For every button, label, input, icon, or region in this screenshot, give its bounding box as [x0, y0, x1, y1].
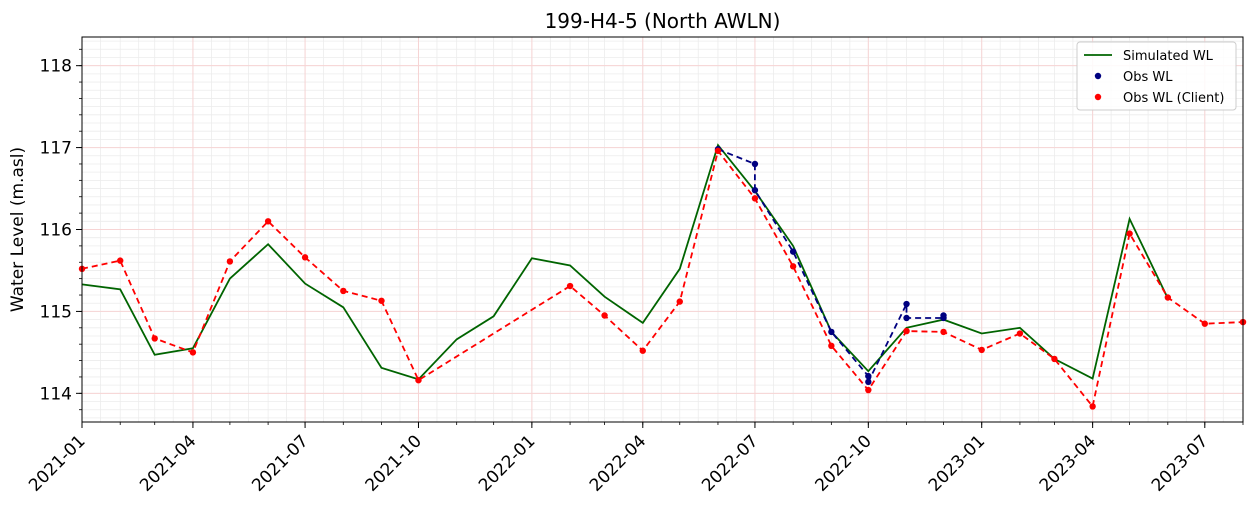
data-point-obs-wl-client [1126, 230, 1133, 237]
data-point-obs-wl-client [117, 257, 124, 264]
data-point-obs-wl [828, 328, 835, 336]
y-tick-label: 115 [40, 302, 72, 322]
data-point-obs-wl-client [601, 312, 608, 319]
data-point-obs-wl-client [751, 195, 759, 202]
data-point-obs-wl-client [1164, 294, 1172, 301]
data-point-obs-wl [751, 160, 759, 168]
y-tick-label: 116 [40, 221, 72, 241]
data-point-obs-wl-client [340, 287, 347, 295]
data-point-obs-wl [940, 312, 947, 319]
data-point-obs-wl [865, 372, 872, 380]
legend-swatch-marker [1094, 72, 1102, 80]
chart-title: 199-H4-5 (North AWLN) [545, 9, 781, 33]
y-tick-label: 117 [40, 139, 72, 159]
data-point-obs-wl-client [714, 147, 722, 155]
legend-swatch-marker [1094, 93, 1102, 101]
data-point-obs-wl [751, 186, 759, 194]
data-point-obs-wl-client [264, 218, 272, 225]
data-point-obs-wl-client [865, 386, 872, 394]
grid-layer [81, 37, 1244, 422]
data-point-obs-wl-client [639, 347, 646, 354]
series-line-simulated-wl [81, 143, 1169, 381]
legend-box [1076, 41, 1237, 111]
data-point-obs-wl-client [566, 282, 574, 290]
data-point-obs-wl-client [978, 346, 985, 354]
data-point-obs-wl-client [940, 328, 947, 336]
data-point-obs-wl [903, 314, 910, 322]
legend-label: Obs WL (Client) [1123, 91, 1224, 106]
data-point-obs-wl-client [301, 254, 309, 261]
data-point-obs-wl-client [676, 298, 683, 305]
legend-label: Obs WL [1123, 70, 1173, 85]
data-point-obs-wl [865, 378, 872, 386]
chart-legend: Simulated WL Obs WL Obs WL (Client) [1076, 41, 1237, 111]
data-point-obs-wl-client [1089, 403, 1096, 410]
y-tick-label: 118 [40, 57, 72, 77]
data-point-obs-wl-client [378, 297, 385, 304]
series-layer [78, 143, 1247, 410]
data-point-obs-wl-client [151, 335, 158, 342]
data-point-obs-wl-client [415, 377, 422, 384]
legend-label: Simulated WL [1123, 49, 1214, 64]
data-point-obs-wl-client [828, 342, 835, 350]
data-point-obs-wl-client [189, 349, 197, 356]
data-point-obs-wl-client [903, 327, 910, 335]
y-axis-label: Water Level (m.asl) [8, 147, 28, 312]
data-point-obs-wl-client [789, 263, 797, 270]
data-point-obs-wl [903, 300, 910, 308]
data-point-obs-wl-client [226, 258, 234, 265]
data-point-obs-wl [789, 248, 797, 255]
data-point-obs-wl-client [1201, 320, 1208, 327]
y-tick-label: 114 [40, 384, 72, 404]
data-point-obs-wl-client [1016, 330, 1024, 337]
data-point-obs-wl-client [1051, 355, 1058, 363]
